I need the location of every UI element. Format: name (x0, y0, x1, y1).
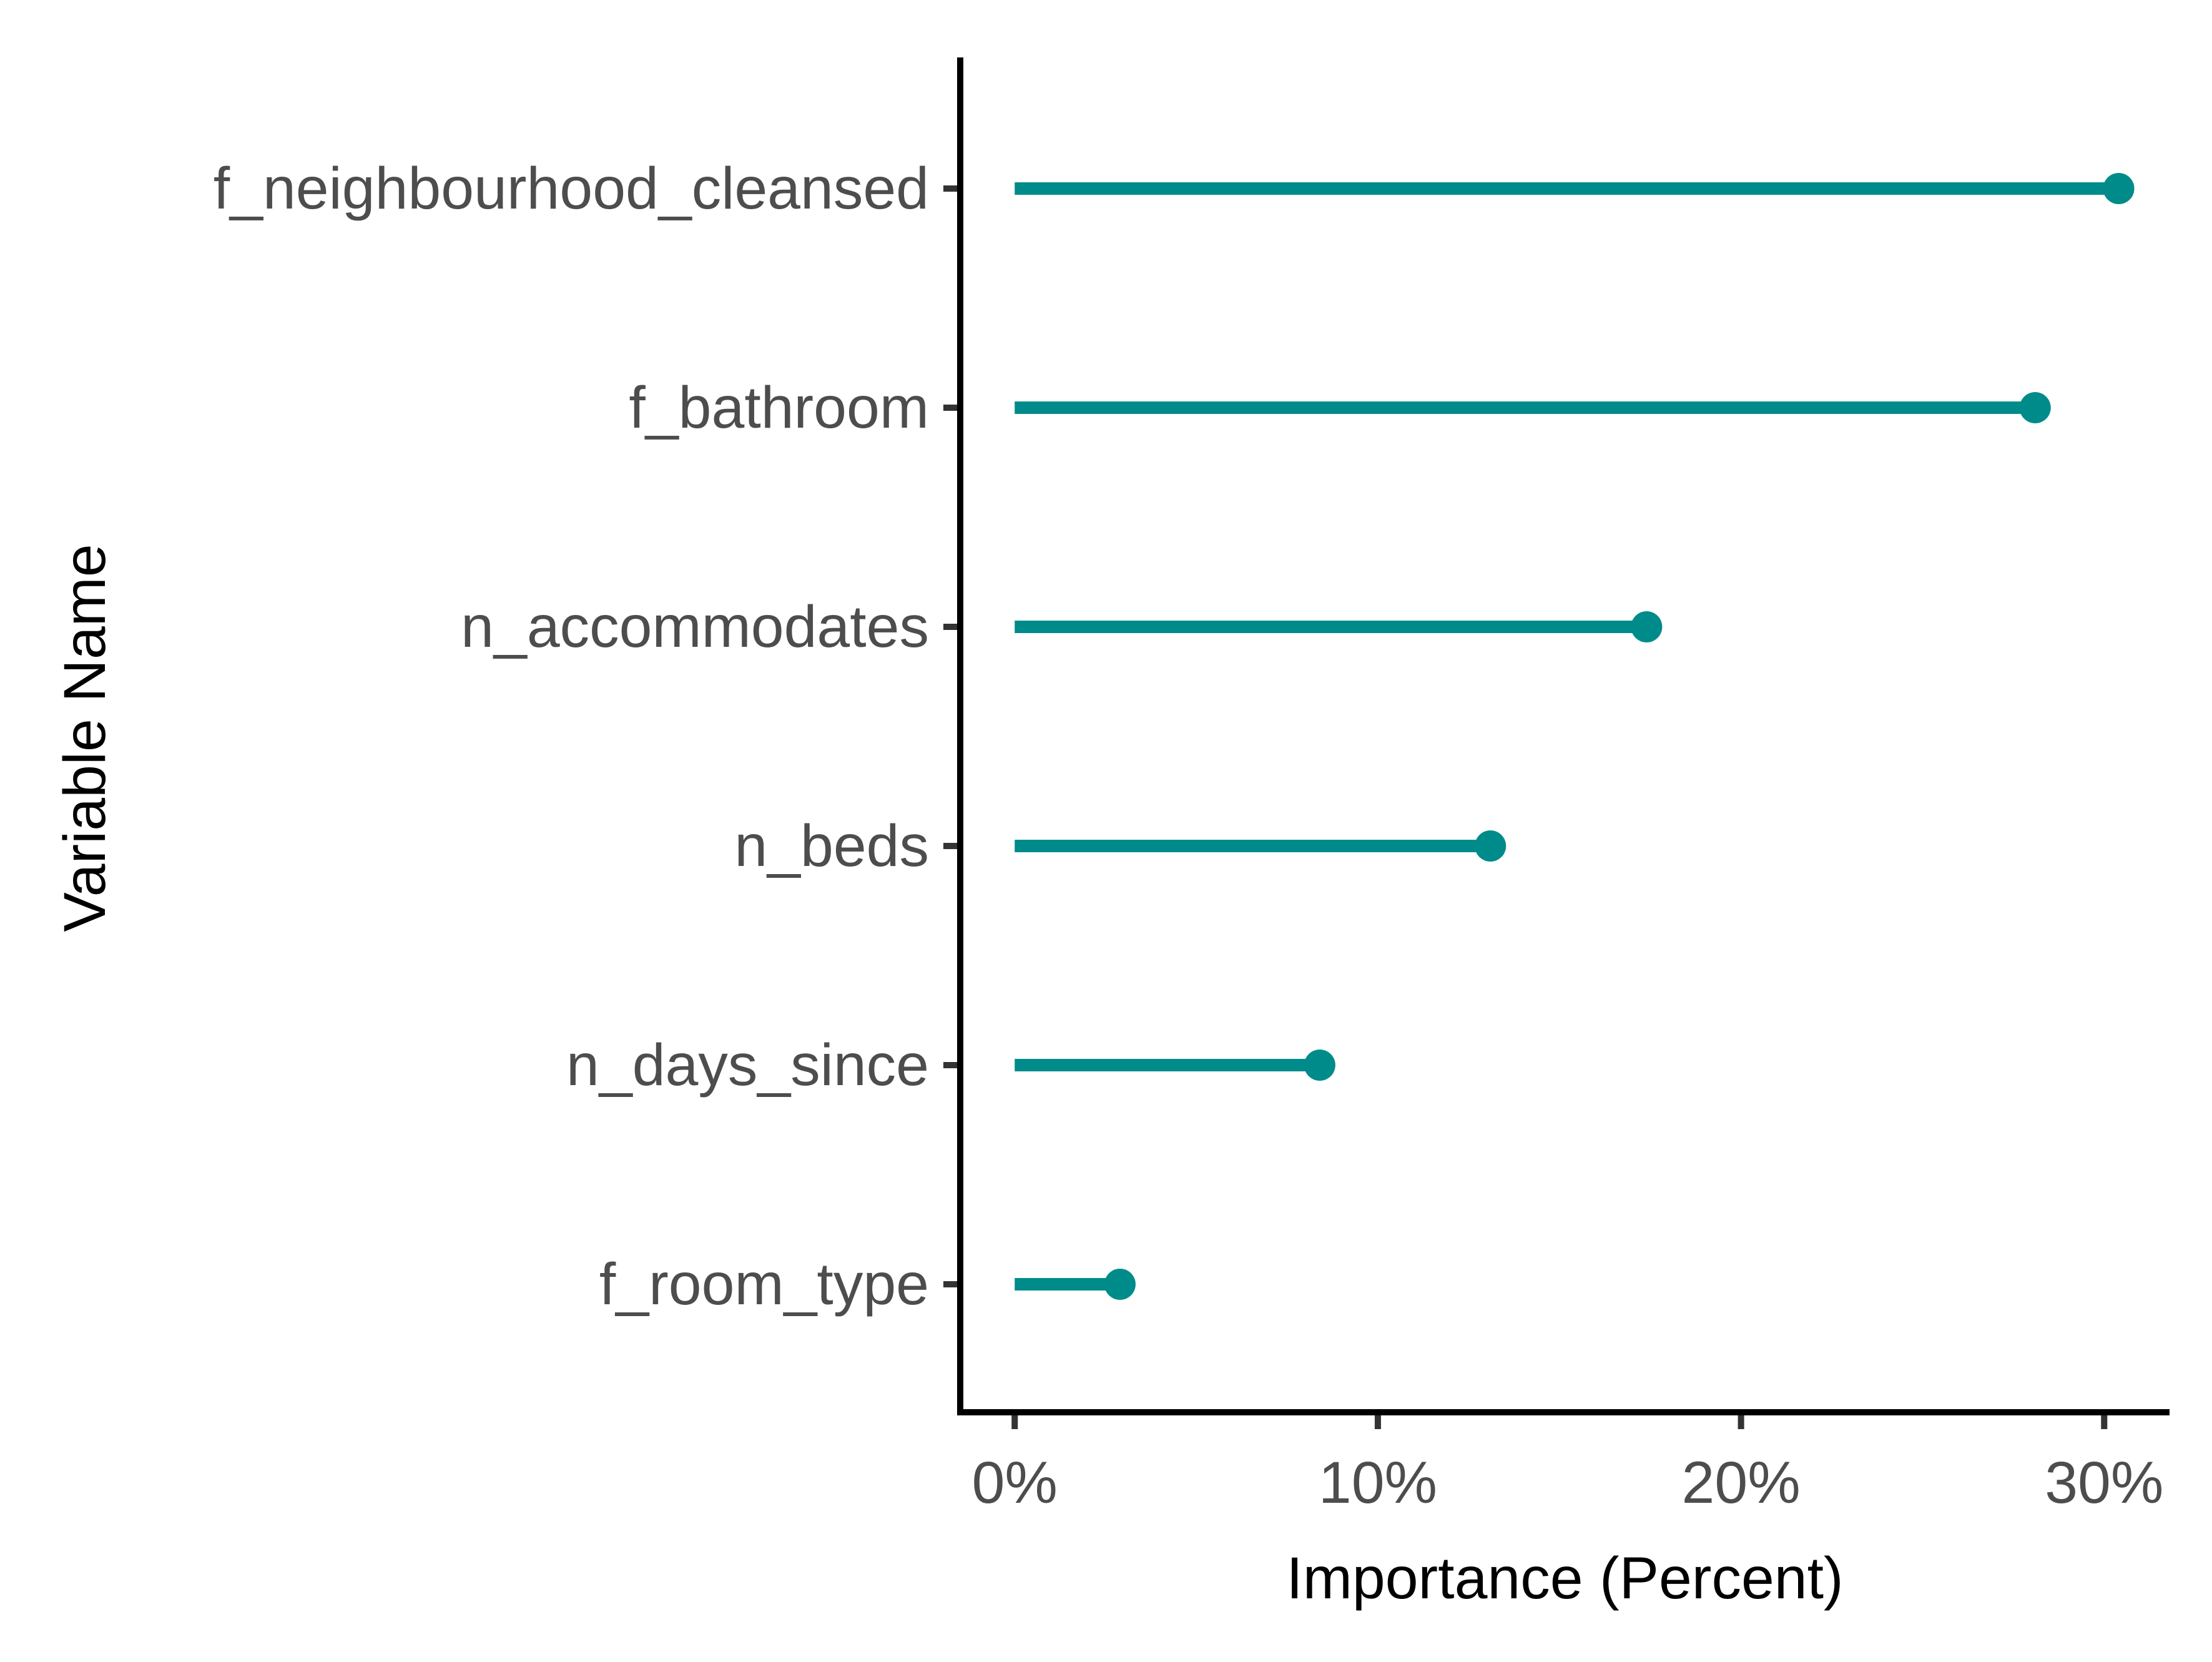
lollipop-dot (1104, 1269, 1136, 1300)
lollipop-dot (2103, 173, 2135, 204)
lollipop-dot (2019, 392, 2051, 423)
x-tick-label: 20% (1682, 1450, 1801, 1516)
x-axis-title: Importance (Percent) (1286, 1545, 1843, 1611)
y-tick-label: f_room_type (599, 1251, 929, 1317)
y-axis-title: Variable Name (52, 544, 118, 932)
ticks-layer: f_neighbourhood_cleansed f_bathroom n_acco… (214, 155, 2164, 1516)
y-tick-label: n_beds (734, 813, 929, 879)
x-tick-label: 0% (972, 1450, 1058, 1516)
y-tick-label: f_neighbourhood_cleansed (214, 155, 929, 222)
lollipop-dot (1304, 1050, 1335, 1081)
axes-layer (957, 57, 2170, 1415)
lollipop-dot (1631, 611, 1663, 642)
y-tick-label: f_bathroom (629, 375, 929, 441)
x-tick-label: 10% (1319, 1450, 1437, 1516)
y-tick-label: n_accommodates (461, 594, 929, 660)
x-tick-label: 30% (2045, 1450, 2163, 1516)
lollipop-dot (1475, 830, 1507, 862)
y-tick-label: n_days_since (566, 1032, 929, 1098)
marks-layer (1015, 173, 2135, 1300)
